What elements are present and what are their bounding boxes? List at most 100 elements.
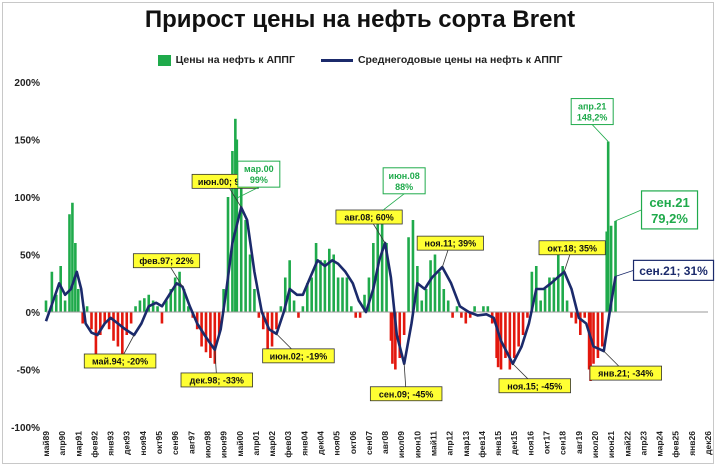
bar xyxy=(552,277,556,312)
bar xyxy=(231,151,234,312)
x-tick-label: сен18 xyxy=(558,431,568,455)
bar-label-box xyxy=(237,160,281,188)
bar xyxy=(125,312,129,335)
bar xyxy=(151,300,155,312)
bar xyxy=(429,260,432,312)
bar xyxy=(261,312,265,330)
bar xyxy=(345,277,349,312)
bar xyxy=(178,271,181,312)
bar xyxy=(442,289,446,312)
y-tick-label: 150% xyxy=(14,136,40,147)
bar xyxy=(266,312,269,358)
bar xyxy=(332,254,335,312)
callout-box xyxy=(589,365,662,381)
bar-label-leader xyxy=(381,193,405,212)
bar xyxy=(310,277,313,312)
bar xyxy=(292,300,296,312)
bar xyxy=(226,197,230,312)
x-tick-label: мар91 xyxy=(73,431,83,457)
bar xyxy=(279,306,283,312)
bar xyxy=(323,260,327,312)
bar xyxy=(160,312,164,324)
bar xyxy=(363,294,366,312)
callout-box xyxy=(262,348,335,364)
bar xyxy=(327,248,331,312)
current-line-leader xyxy=(615,269,634,277)
x-tick-label: янв15 xyxy=(493,431,503,456)
x-tick-label: май00 xyxy=(235,431,245,457)
bar xyxy=(592,312,595,364)
x-tick-label: фев25 xyxy=(671,431,681,458)
callout-box xyxy=(369,386,443,402)
bar-label-leader xyxy=(236,186,259,199)
bar xyxy=(438,271,441,312)
current-line-box xyxy=(632,259,715,281)
chart-title: Прирост цены на нефть сорта Brent xyxy=(144,6,576,33)
bar xyxy=(543,289,547,312)
x-tick-label: май89 xyxy=(41,431,51,457)
bar xyxy=(138,300,142,312)
bar-label-line2: 88% xyxy=(395,182,413,192)
bar xyxy=(589,312,592,381)
callout-label: авг.08; 60% xyxy=(344,213,393,223)
x-tick-label: дек15 xyxy=(509,431,519,455)
x-tick-label: апр23 xyxy=(638,431,648,456)
bar xyxy=(217,312,221,335)
x-tick-label: фев92 xyxy=(89,431,99,458)
current-bar-box xyxy=(640,190,699,230)
y-tick-label: 100% xyxy=(14,193,40,204)
x-tick-label: янв26 xyxy=(687,431,697,456)
bar xyxy=(574,312,578,324)
x-tick-label: мар02 xyxy=(267,431,277,457)
bar xyxy=(367,277,371,312)
bar xyxy=(103,312,107,324)
bar xyxy=(94,312,98,364)
bar xyxy=(116,312,120,347)
current-bar-label-value: 79,2% xyxy=(651,211,688,226)
legend-label-bars: Цены на нефть к АППГ xyxy=(175,54,295,66)
x-tick-label: фев03 xyxy=(283,431,293,458)
bar xyxy=(134,306,137,312)
x-tick-label: апр90 xyxy=(57,431,67,456)
bar-label-line1: июн.08 xyxy=(389,171,420,181)
bar xyxy=(297,312,300,318)
bar xyxy=(156,306,159,312)
x-tick-label: дек04 xyxy=(315,431,325,455)
bar xyxy=(411,220,415,312)
x-tick-label: авг19 xyxy=(574,431,584,454)
x-tick-label: апр12 xyxy=(445,431,455,456)
bar xyxy=(486,306,490,312)
callout-box xyxy=(538,240,606,256)
bar xyxy=(389,312,393,341)
bar xyxy=(173,277,177,312)
callout-box xyxy=(498,378,571,394)
bar xyxy=(561,266,564,312)
callout-label: июн.00; 91% xyxy=(198,177,253,187)
chart-frame xyxy=(2,2,714,464)
x-tick-label: июл09 xyxy=(396,431,406,458)
callout-box xyxy=(416,235,484,251)
callout-label: дек.98; -33% xyxy=(190,375,244,385)
bar xyxy=(398,312,402,358)
bar-label-box xyxy=(570,98,614,126)
x-tick-label: май11 xyxy=(429,431,439,456)
bar xyxy=(305,283,309,312)
x-tick-label: июл98 xyxy=(202,431,212,458)
callout-label: май.94; -20% xyxy=(92,357,148,367)
bar xyxy=(526,312,529,318)
bar xyxy=(165,300,168,312)
callout-label: янв.21; -34% xyxy=(598,369,653,379)
bar xyxy=(495,312,498,358)
x-tick-label: сен96 xyxy=(170,431,180,455)
bar-label-box xyxy=(382,167,426,195)
bar xyxy=(182,289,186,312)
bar xyxy=(248,254,252,312)
x-tick-label: окт95 xyxy=(154,431,164,454)
bar xyxy=(530,271,534,312)
bar-label-line2: 148,2% xyxy=(577,113,608,123)
x-tick-label: сен07 xyxy=(364,431,374,455)
x-tick-label: авг08 xyxy=(380,431,390,454)
x-tick-label: янв93 xyxy=(106,431,116,456)
x-tick-label: мар13 xyxy=(461,431,471,457)
y-tick-label: -50% xyxy=(17,366,40,377)
